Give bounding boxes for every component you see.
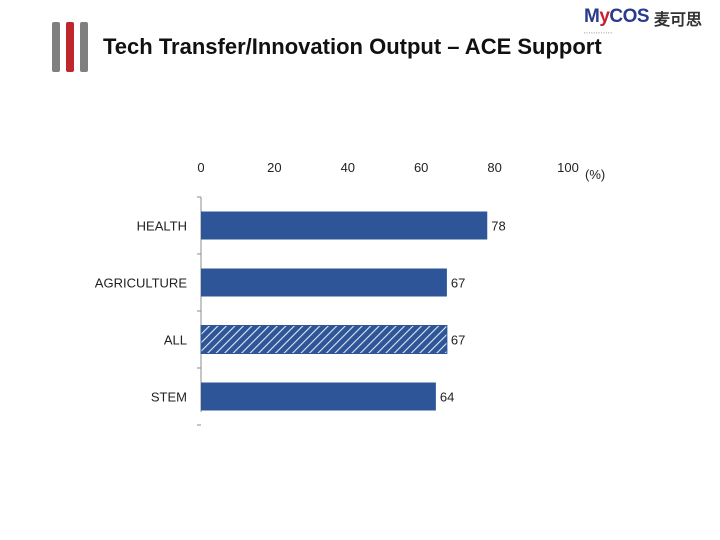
company-logo: MyCOS 麦可思 ▪▪▪▪▪▪▪▪▪▪▪▪ — [584, 6, 714, 36]
decor-bar-gray-1 — [52, 22, 60, 72]
value-label: 64 — [440, 390, 454, 405]
x-tick-label: 20 — [267, 160, 281, 175]
logo-brand: MyCOS — [584, 6, 650, 27]
x-tick-label: 100 — [557, 160, 579, 175]
value-label: 67 — [451, 276, 465, 291]
x-unit-label: (%) — [585, 167, 605, 182]
bar-agriculture — [201, 268, 447, 297]
category-label: ALL — [164, 333, 187, 348]
category-label: STEM — [151, 390, 187, 405]
decor-bar-gray-2 — [80, 22, 88, 72]
x-tick-label: 80 — [487, 160, 501, 175]
value-label: 67 — [451, 333, 465, 348]
bar-health — [201, 211, 488, 240]
decor-bar-red — [66, 22, 74, 72]
x-tick-label: 60 — [414, 160, 428, 175]
x-tick-label: 0 — [197, 160, 204, 175]
bar-stem — [201, 382, 436, 411]
bar-all — [200, 325, 448, 354]
logo-brand-cn: 麦可思 — [654, 10, 703, 29]
value-label: 78 — [491, 219, 505, 234]
logo-tagline-mark: ▪▪▪▪▪▪▪▪▪▪▪▪ — [584, 30, 614, 35]
category-label: HEALTH — [137, 219, 187, 234]
x-tick-label: 40 — [341, 160, 355, 175]
slide-title: Tech Transfer/Innovation Output – ACE Su… — [103, 34, 602, 59]
category-label: AGRICULTURE — [95, 276, 188, 291]
